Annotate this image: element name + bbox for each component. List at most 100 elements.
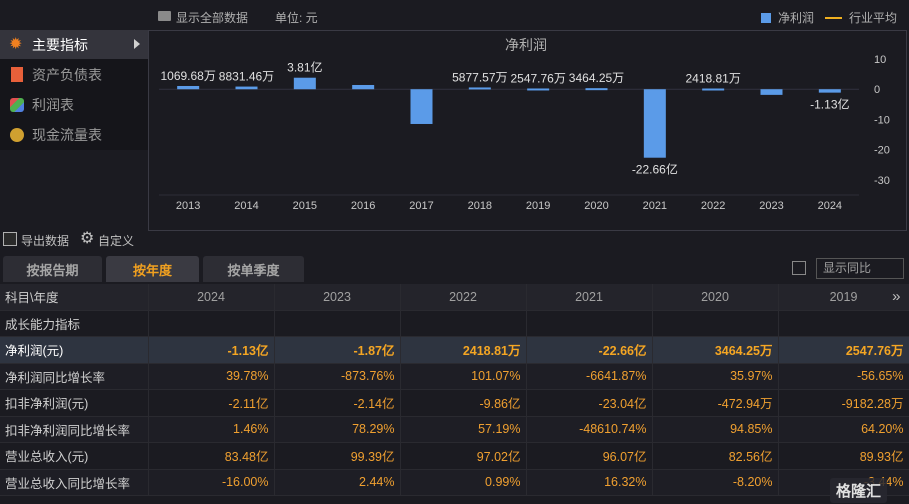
cell: 39.78% [148, 363, 275, 390]
cell: -23.04亿 [526, 389, 653, 417]
cell [526, 310, 653, 337]
cell: -1.13亿 [148, 336, 275, 364]
export-button[interactable]: 导出数据 [21, 234, 70, 248]
y-tick-0: 0 [874, 84, 880, 96]
cell: -1.87亿 [274, 336, 401, 364]
bar-2015[interactable] [293, 77, 316, 90]
table-row[interactable]: 扣非净利润同比增长率 1.46% 78.29% 57.19% -48610.74… [0, 416, 909, 443]
cell [148, 310, 275, 337]
tab-by-quarter[interactable]: 按单季度 [203, 256, 304, 282]
bar-2013[interactable] [177, 85, 200, 90]
cell: 97.02亿 [400, 442, 527, 470]
bar-2014[interactable] [235, 86, 258, 90]
table-row[interactable]: 营业总收入同比增长率 -16.00% 2.44% 0.99% 16.32% -8… [0, 469, 909, 496]
chevron-right-icon [134, 39, 140, 49]
x-tick-2018: 2018 [468, 200, 492, 212]
row-label: 扣非净利润同比增长率 [0, 416, 149, 443]
double-chevron-right-icon[interactable]: » [892, 288, 901, 305]
cell: -16.00% [148, 469, 275, 496]
custom-button[interactable]: 自定义 [98, 234, 135, 248]
table-row[interactable]: 净利润(元) -1.13亿 -1.87亿 2418.81万 -22.66亿 34… [0, 336, 909, 364]
cube-icon [10, 97, 24, 112]
legend-industry-avg-line [825, 17, 842, 19]
column-header-label: 2019 [829, 289, 858, 304]
cell: -9.86亿 [400, 389, 527, 417]
table-header-row: 科目\年度 2024 2023 2022 2021 2020 2019 » [0, 284, 909, 311]
cell: 0.99% [400, 469, 527, 496]
bar-2016[interactable] [352, 84, 375, 90]
data-label-2020: 3464.25万 [569, 71, 624, 85]
cell: 78.29% [274, 416, 401, 443]
coins-icon [10, 127, 24, 142]
gear-icon[interactable]: ⚙ [80, 230, 95, 247]
data-label-2021: -22.66亿 [632, 162, 678, 177]
sidebar-item-cash-flow[interactable]: 现金流量表 [0, 120, 148, 149]
table-row: 成长能力指标 [0, 310, 909, 337]
row-label: 扣非净利润(元) [0, 389, 149, 417]
column-header: 2019 » [778, 284, 909, 311]
cell: 101.07% [400, 363, 527, 390]
tab-by-report-period[interactable]: 按报告期 [3, 256, 102, 282]
cell: 2418.81万 [400, 336, 527, 364]
cell: 83.48亿 [148, 442, 275, 470]
cell: 35.97% [652, 363, 779, 390]
sidebar: ✹ 主要指标 资产负债表 利润表 现金流量表 [0, 30, 148, 150]
bar-2021[interactable] [643, 89, 666, 158]
cell: 89.93亿 [778, 442, 909, 470]
cell: 94.85% [652, 416, 779, 443]
cell [400, 310, 527, 337]
export-icon[interactable] [3, 232, 17, 246]
data-label-2015: 3.81亿 [287, 60, 322, 75]
y-tick--30: -30 [874, 175, 890, 187]
cell: 1.46% [148, 416, 275, 443]
column-header: 2022 [400, 284, 527, 311]
row-label: 营业总收入同比增长率 [0, 469, 149, 496]
cell [652, 310, 779, 337]
x-tick-2019: 2019 [526, 200, 550, 212]
bar-2023[interactable] [760, 89, 783, 95]
bar-2020[interactable] [585, 88, 608, 91]
show-all-button[interactable]: 显示全部数据 [176, 11, 249, 25]
table-row[interactable]: 营业总收入(元) 83.48亿 99.39亿 97.02亿 96.07亿 82.… [0, 442, 909, 470]
x-tick-2017: 2017 [409, 200, 433, 212]
show-yoy-button[interactable]: 显示同比 [816, 258, 904, 279]
chart-title: 净利润 [505, 37, 547, 53]
column-header: 2023 [274, 284, 401, 311]
indicators-table: 科目\年度 2024 2023 2022 2021 2020 2019 » 成长能… [0, 284, 909, 496]
cell: 99.39亿 [274, 442, 401, 470]
data-label-2018: 5877.57万 [452, 70, 507, 84]
x-tick-2023: 2023 [759, 200, 783, 212]
y-tick--10: -10 [874, 114, 890, 126]
tab-by-year[interactable]: 按年度 [106, 256, 199, 282]
sidebar-item-main-indicators[interactable]: ✹ 主要指标 [0, 30, 148, 59]
data-label-2019: 2547.76万 [510, 71, 565, 85]
sidebar-item-income-statement[interactable]: 利润表 [0, 90, 148, 119]
show-yoy-checkbox[interactable] [792, 261, 806, 275]
bar-2019[interactable] [527, 88, 550, 91]
x-tick-2013: 2013 [176, 200, 200, 212]
sidebar-item-balance-sheet[interactable]: 资产负债表 [0, 60, 148, 89]
star-icon: ✹ [9, 35, 23, 53]
x-tick-2016: 2016 [351, 200, 375, 212]
bar-2018[interactable] [468, 87, 491, 90]
y-tick--20: -20 [874, 145, 890, 157]
bar-2024[interactable] [818, 89, 841, 93]
x-tick-2024: 2024 [818, 200, 842, 212]
legend-net-profit-label: 净利润 [778, 11, 815, 25]
table-row[interactable]: 扣非净利润(元) -2.11亿 -2.14亿 -9.86亿 -23.04亿 -4… [0, 389, 909, 417]
cell [778, 310, 909, 337]
cell: -48610.74% [526, 416, 653, 443]
cell: 2547.76万 [778, 336, 909, 364]
table-row[interactable]: 净利润同比增长率 39.78% -873.76% 101.07% -6641.8… [0, 363, 909, 390]
cell: -8.20% [652, 469, 779, 496]
cell: -472.94万 [652, 389, 779, 417]
y-tick-10: 10 [874, 54, 886, 66]
cell: -2.14亿 [274, 389, 401, 417]
net-profit-chart: 净利润 1069.68万 8831.46万 3.81亿 5877.57万 2547.76… [148, 30, 907, 231]
bar-2017[interactable] [410, 89, 433, 124]
show-all-icon[interactable] [158, 11, 171, 21]
document-icon [11, 67, 23, 82]
bar-2022[interactable] [702, 88, 725, 91]
data-label-2013: 1069.68万 [160, 69, 215, 83]
column-header: 2021 [526, 284, 653, 311]
